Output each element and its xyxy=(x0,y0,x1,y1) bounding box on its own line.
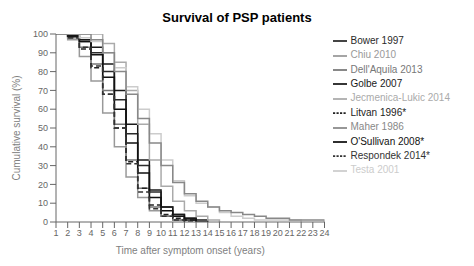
svg-text:11: 11 xyxy=(168,228,177,238)
svg-text:19: 19 xyxy=(261,228,271,238)
svg-text:13: 13 xyxy=(191,228,201,238)
svg-text:50: 50 xyxy=(38,123,48,133)
svg-text:0: 0 xyxy=(43,217,48,227)
html-text:O'Sullivan 2008*: O'Sullivan 2008* xyxy=(350,135,425,147)
svg-text:16: 16 xyxy=(226,228,236,238)
html-text:Survival of PSP patients: Survival of PSP patients xyxy=(162,10,312,25)
svg-text:5: 5 xyxy=(100,228,105,238)
html-text:Respondek 2014*: Respondek 2014* xyxy=(350,149,430,161)
html-text:Dell'Aquila 2013: Dell'Aquila 2013 xyxy=(350,63,423,75)
svg-text:4: 4 xyxy=(89,228,94,238)
svg-text:21: 21 xyxy=(284,228,294,238)
svg-text:9: 9 xyxy=(147,228,152,238)
html-text:Testa 2001: Testa 2001 xyxy=(350,164,400,176)
svg-text:Time after symptom onset (year: Time after symptom onset (years) xyxy=(116,245,265,256)
svg-text:10: 10 xyxy=(38,198,48,208)
html-text:Maher 1986: Maher 1986 xyxy=(350,121,404,133)
svg-text:20: 20 xyxy=(273,228,283,238)
svg-text:30: 30 xyxy=(38,161,48,171)
html-text:Golbe 2007: Golbe 2007 xyxy=(350,78,403,90)
svg-text:60: 60 xyxy=(38,104,48,114)
svg-text:80: 80 xyxy=(38,67,48,77)
svg-text:7: 7 xyxy=(124,228,129,238)
html-text:Chiu 2010: Chiu 2010 xyxy=(350,49,397,61)
svg-text:15: 15 xyxy=(214,228,224,238)
svg-text:8: 8 xyxy=(135,228,140,238)
html-text:Jecmenica-Lukic 2014: Jecmenica-Lukic 2014 xyxy=(350,92,450,104)
svg-text:10: 10 xyxy=(156,228,166,238)
svg-text:3: 3 xyxy=(77,228,82,238)
html-text:Bower 1997: Bower 1997 xyxy=(350,35,404,46)
svg-text:23: 23 xyxy=(308,228,318,238)
svg-text:18: 18 xyxy=(249,228,259,238)
svg-text:100: 100 xyxy=(33,29,48,39)
html-text:Litvan 1996*: Litvan 1996* xyxy=(350,106,407,118)
svg-text:17: 17 xyxy=(238,228,248,238)
svg-text:2: 2 xyxy=(65,228,70,238)
svg-text:6: 6 xyxy=(112,228,117,238)
svg-text:1: 1 xyxy=(53,228,58,238)
svg-text:20: 20 xyxy=(38,180,48,190)
svg-text:12: 12 xyxy=(179,228,189,238)
svg-text:22: 22 xyxy=(296,228,306,238)
svg-text:14: 14 xyxy=(203,228,213,238)
svg-text:90: 90 xyxy=(38,48,48,58)
svg-text:70: 70 xyxy=(38,86,48,96)
svg-text:Cumulative survival (%): Cumulative survival (%) xyxy=(11,75,22,180)
svg-text:24: 24 xyxy=(319,228,329,238)
svg-text:40: 40 xyxy=(38,142,48,152)
